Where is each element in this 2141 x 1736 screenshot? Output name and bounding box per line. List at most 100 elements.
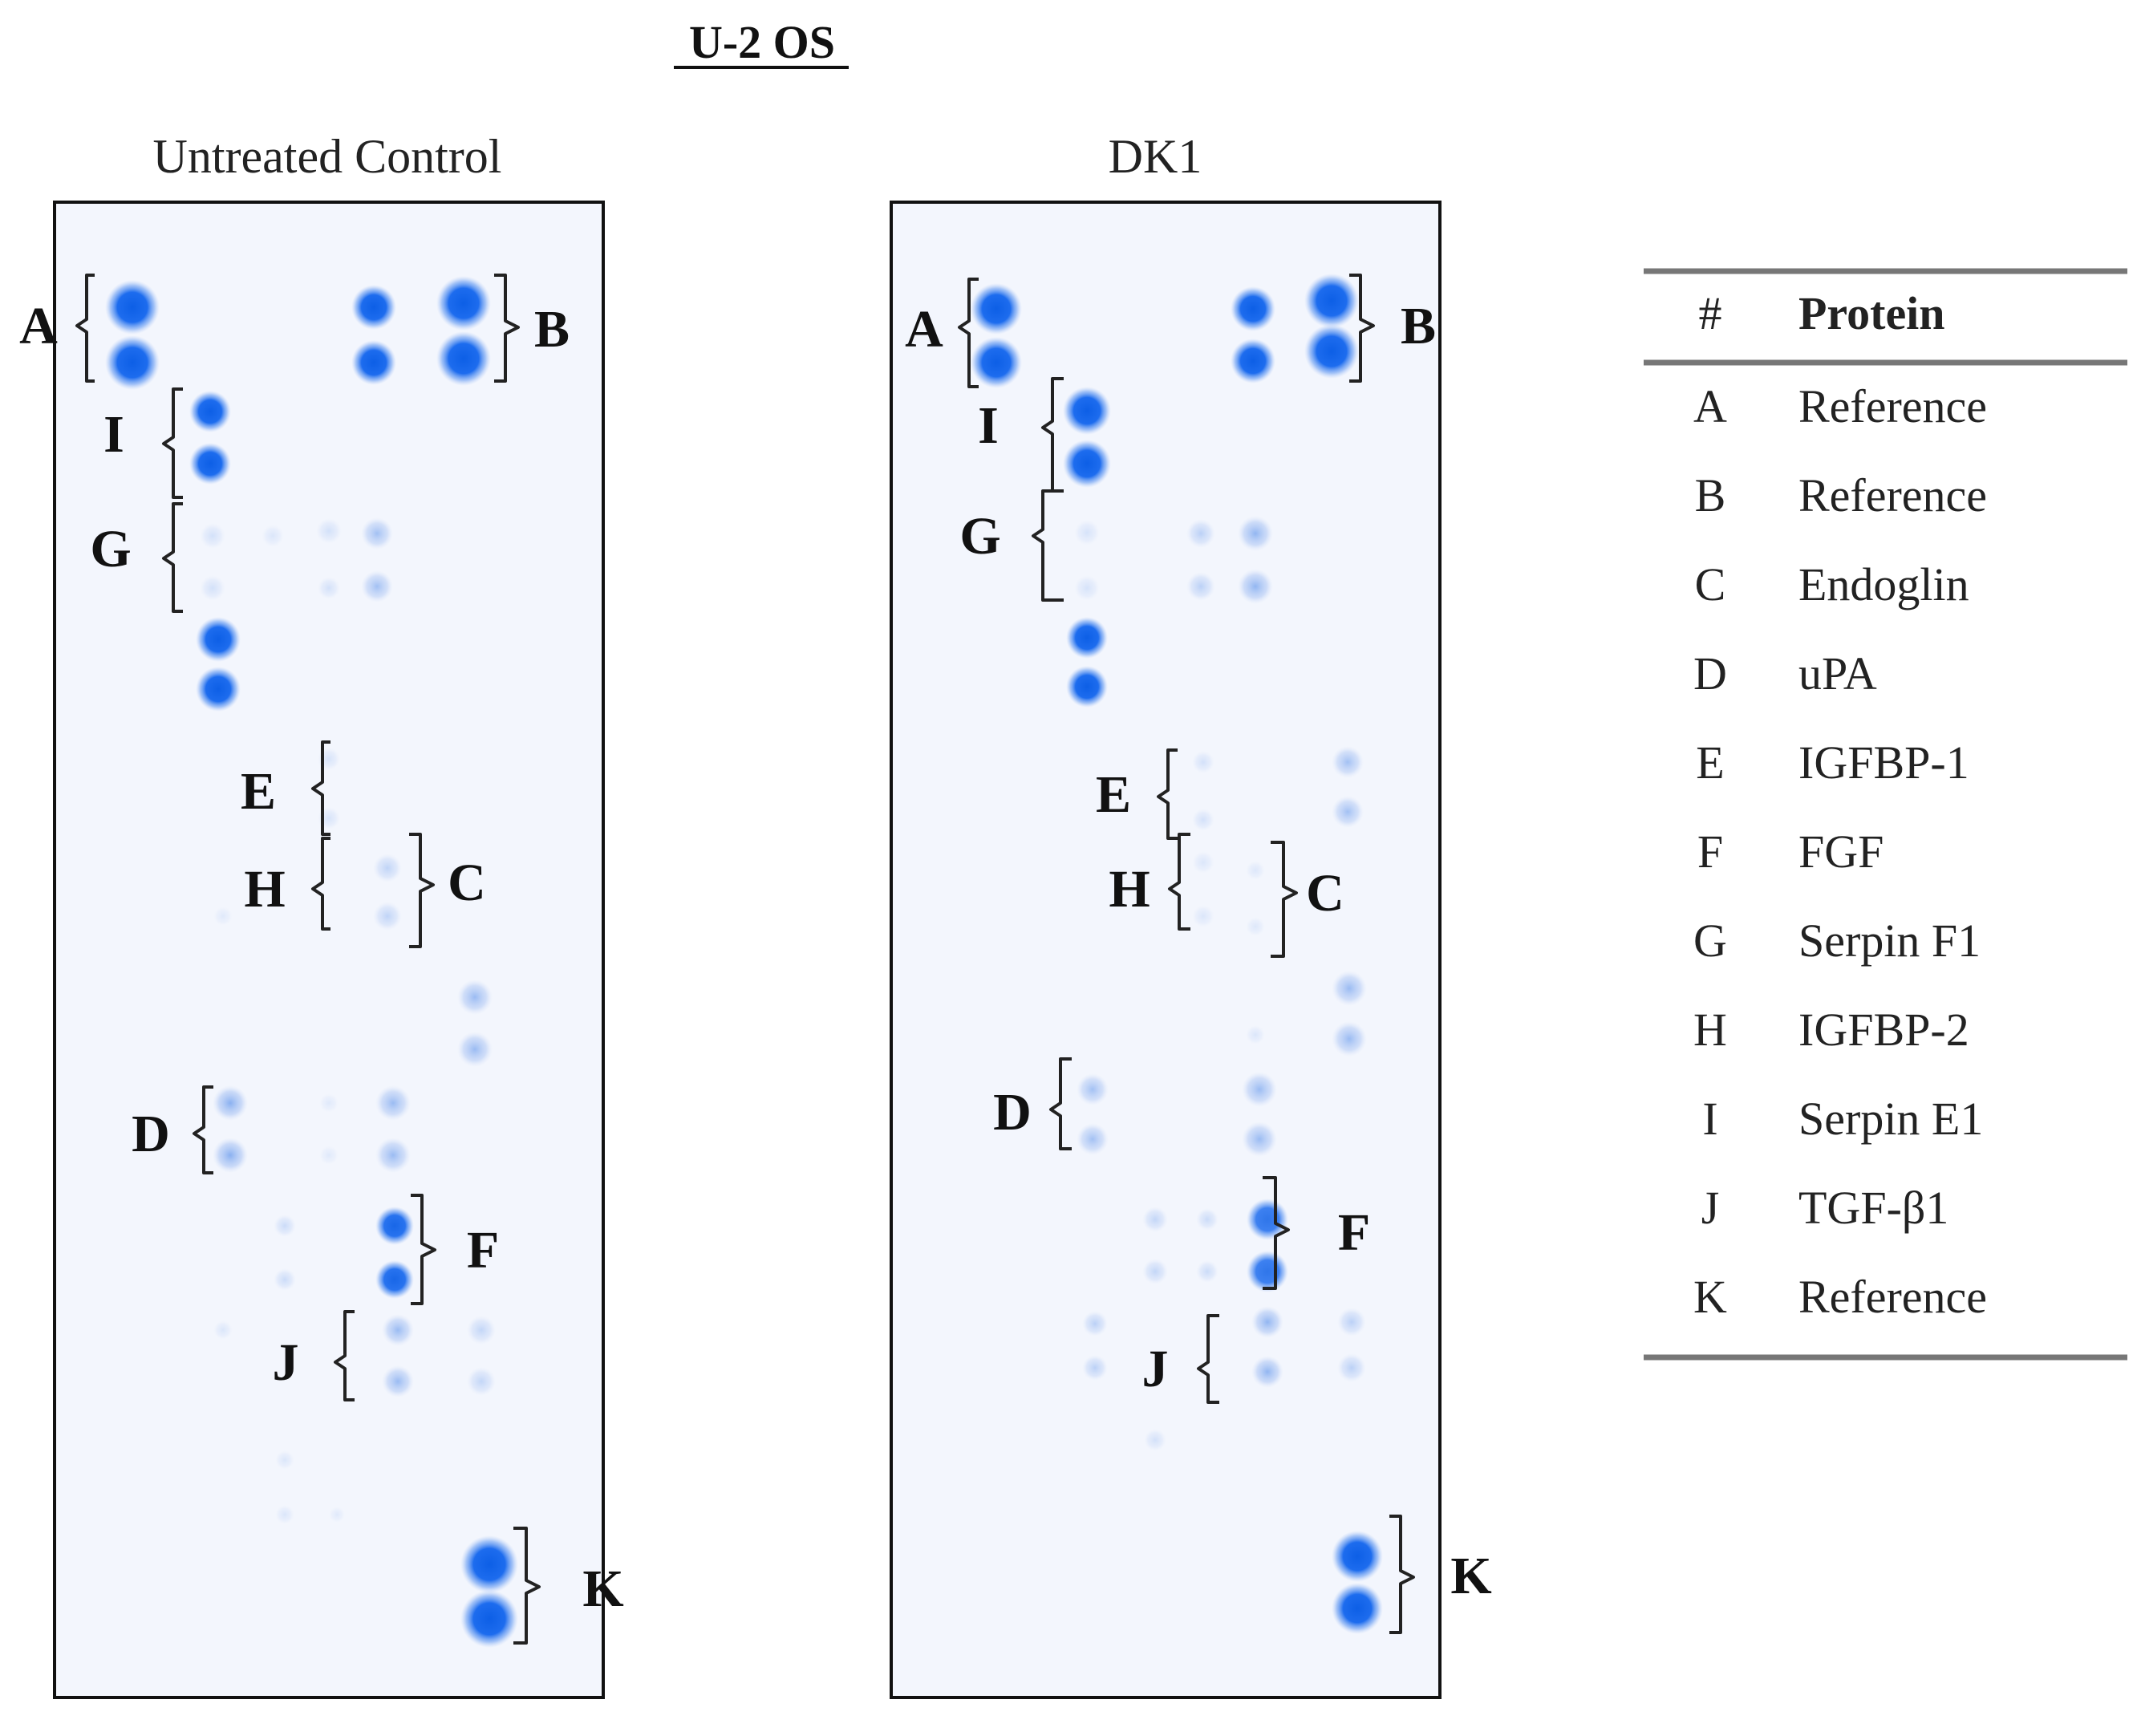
membrane-spot (373, 854, 402, 882)
membrane-spot (351, 340, 396, 385)
membrane-spot (1231, 339, 1275, 383)
bracket-label-K: K (582, 1560, 623, 1618)
table-cell-key: H (1693, 1004, 1727, 1056)
membrane-frame (890, 201, 1442, 1699)
table-cell-key: A (1693, 380, 1727, 432)
table-cell-key: G (1693, 915, 1727, 967)
membrane-spot (1304, 274, 1359, 328)
table-cell-protein: IGFBP-1 (1798, 736, 1969, 789)
panel-title: Untreated Control (153, 130, 502, 183)
membrane-spot (1238, 516, 1273, 551)
bracket-label-I: I (103, 405, 124, 464)
bracket-F (411, 1194, 436, 1305)
bracket-label-G: G (90, 520, 131, 578)
membrane-spot (1251, 1306, 1283, 1338)
membrane-spot (274, 1268, 296, 1291)
membrane-spots (105, 276, 518, 1648)
bracket-label-A: A (905, 300, 943, 359)
panel-dk1: DK1 A B I G E H C D F J K (890, 130, 1492, 1699)
table-row: C Endoglin (1695, 558, 1969, 610)
membrane-spot (316, 518, 342, 544)
membrane-spot (329, 1507, 345, 1523)
membrane-spot (1251, 1356, 1283, 1388)
bracket-label-E: E (1096, 765, 1131, 824)
membrane-spot (1337, 1308, 1366, 1336)
table-cell-key: F (1697, 825, 1723, 878)
bracket-label-G: G (959, 507, 1000, 566)
membrane-spot (1332, 1583, 1383, 1634)
membrane-spot (196, 667, 241, 712)
membrane-spot (1142, 1259, 1168, 1284)
bracket-K (513, 1527, 541, 1645)
membrane-spot (382, 1365, 414, 1397)
bracket-label-B: B (534, 300, 570, 359)
membrane-spots (971, 274, 1383, 1634)
membrane-spot (1246, 861, 1265, 880)
membrane-spot (1186, 572, 1215, 601)
membrane-spot (1192, 905, 1214, 927)
membrane-spot (1337, 1353, 1366, 1382)
membrane-spot (467, 1316, 496, 1345)
panel-title: DK1 (1109, 130, 1202, 183)
membrane-spot (1144, 1429, 1166, 1451)
bracket-E (311, 740, 330, 836)
bracket-C (1271, 841, 1298, 958)
membrane-spot (1192, 751, 1214, 773)
bracket-H (1168, 833, 1190, 931)
membrane-spot (105, 280, 160, 335)
membrane-spot (200, 575, 225, 601)
membrane-spot (460, 1535, 518, 1593)
membrane-spot (1192, 851, 1214, 874)
bracket-J (1197, 1314, 1219, 1404)
bracket-J (334, 1310, 355, 1401)
table-row: J TGF-β1 (1701, 1182, 1949, 1234)
membrane-spot (1246, 1025, 1265, 1044)
membrane-spot (373, 902, 402, 931)
panel-untreated-control: Untreated Control A B I G E H C D F J K (19, 130, 624, 1699)
table-body: A Reference B Reference C Endoglin D uPA E IGFBP-… (1693, 380, 1987, 1323)
bracket-label-J: J (273, 1333, 299, 1392)
table-cell-key: E (1696, 736, 1724, 789)
bracket-label-H: H (1109, 860, 1150, 919)
bracket-label-A: A (19, 297, 58, 355)
membrane-spot (1066, 666, 1108, 708)
bracket-label-J: J (1142, 1340, 1169, 1398)
bracket-label-K: K (1450, 1547, 1491, 1605)
membrane-spot (382, 1314, 414, 1346)
membrane-spot (971, 337, 1022, 388)
membrane-spot (1332, 746, 1364, 778)
table-row: I Serpin E1 (1702, 1093, 1983, 1145)
bracket-F (1263, 1176, 1290, 1290)
bracket-B (1349, 274, 1375, 383)
membrane-spot (467, 1367, 496, 1396)
membrane-spot (1063, 440, 1111, 488)
bracket-label-E: E (241, 762, 276, 821)
table-cell-protein: Endoglin (1798, 558, 1969, 610)
legend-table: # Protein A Reference B Reference C Endoglin D… (1644, 268, 2127, 1361)
bracket-H (311, 837, 330, 931)
membrane-spot (436, 276, 491, 331)
bracket-E (1157, 748, 1178, 840)
membrane-spot (213, 907, 233, 926)
table-cell-key: B (1695, 469, 1726, 521)
bracket-K (1389, 1515, 1415, 1634)
membrane-spot (262, 525, 284, 547)
table-row: B Reference (1695, 469, 1987, 521)
membrane-spot (1304, 324, 1359, 379)
bracket-label-C: C (448, 854, 486, 912)
bracket-D (193, 1085, 213, 1174)
table-cell-protein: Serpin E1 (1798, 1093, 1983, 1145)
membrane-spot (1186, 519, 1215, 548)
membrane-spot (1082, 1311, 1108, 1336)
membrane-spot (213, 1138, 248, 1173)
membrane-spot (375, 1138, 411, 1173)
membrane-spot (1077, 1073, 1109, 1105)
table-cell-protein: IGFBP-2 (1798, 1004, 1969, 1056)
membrane-spot (1074, 575, 1100, 601)
membrane-spot (1196, 1260, 1219, 1283)
table-header-number: # (1699, 287, 1722, 339)
membrane-spot (375, 1260, 414, 1299)
membrane-spot (457, 1032, 493, 1067)
membrane-spot (1063, 387, 1111, 435)
